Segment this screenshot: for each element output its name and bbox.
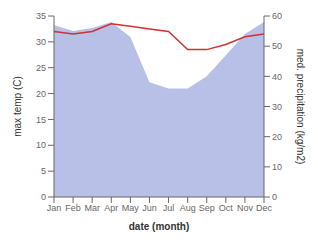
svg-text:Jun: Jun	[142, 203, 157, 213]
svg-text:50: 50	[272, 41, 282, 51]
svg-text:Oct: Oct	[219, 203, 234, 213]
svg-text:Aug: Aug	[180, 203, 196, 213]
svg-text:40: 40	[272, 72, 282, 82]
svg-text:35: 35	[36, 11, 46, 21]
svg-text:0: 0	[272, 192, 277, 202]
svg-text:max temp (C): max temp (C)	[12, 76, 23, 137]
svg-text:10: 10	[36, 140, 46, 150]
svg-text:30: 30	[36, 37, 46, 47]
svg-text:10: 10	[272, 162, 282, 172]
svg-text:Jan: Jan	[47, 203, 62, 213]
svg-text:60: 60	[272, 11, 282, 21]
svg-text:Mar: Mar	[84, 203, 100, 213]
svg-text:Dec: Dec	[256, 203, 273, 213]
svg-text:25: 25	[36, 63, 46, 73]
svg-text:Sep: Sep	[199, 203, 215, 213]
svg-text:Jul: Jul	[163, 203, 175, 213]
svg-text:Feb: Feb	[65, 203, 81, 213]
svg-text:Nov: Nov	[237, 203, 254, 213]
svg-text:5: 5	[41, 166, 46, 176]
svg-text:May: May	[122, 203, 140, 213]
svg-text:20: 20	[272, 132, 282, 142]
svg-text:Apr: Apr	[104, 203, 118, 213]
svg-text:15: 15	[36, 115, 46, 125]
svg-text:20: 20	[36, 89, 46, 99]
svg-text:med. precipitation (kg/m2): med. precipitation (kg/m2)	[295, 49, 306, 165]
svg-text:0: 0	[41, 192, 46, 202]
svg-text:30: 30	[272, 102, 282, 112]
svg-text:date (month): date (month)	[129, 221, 190, 232]
